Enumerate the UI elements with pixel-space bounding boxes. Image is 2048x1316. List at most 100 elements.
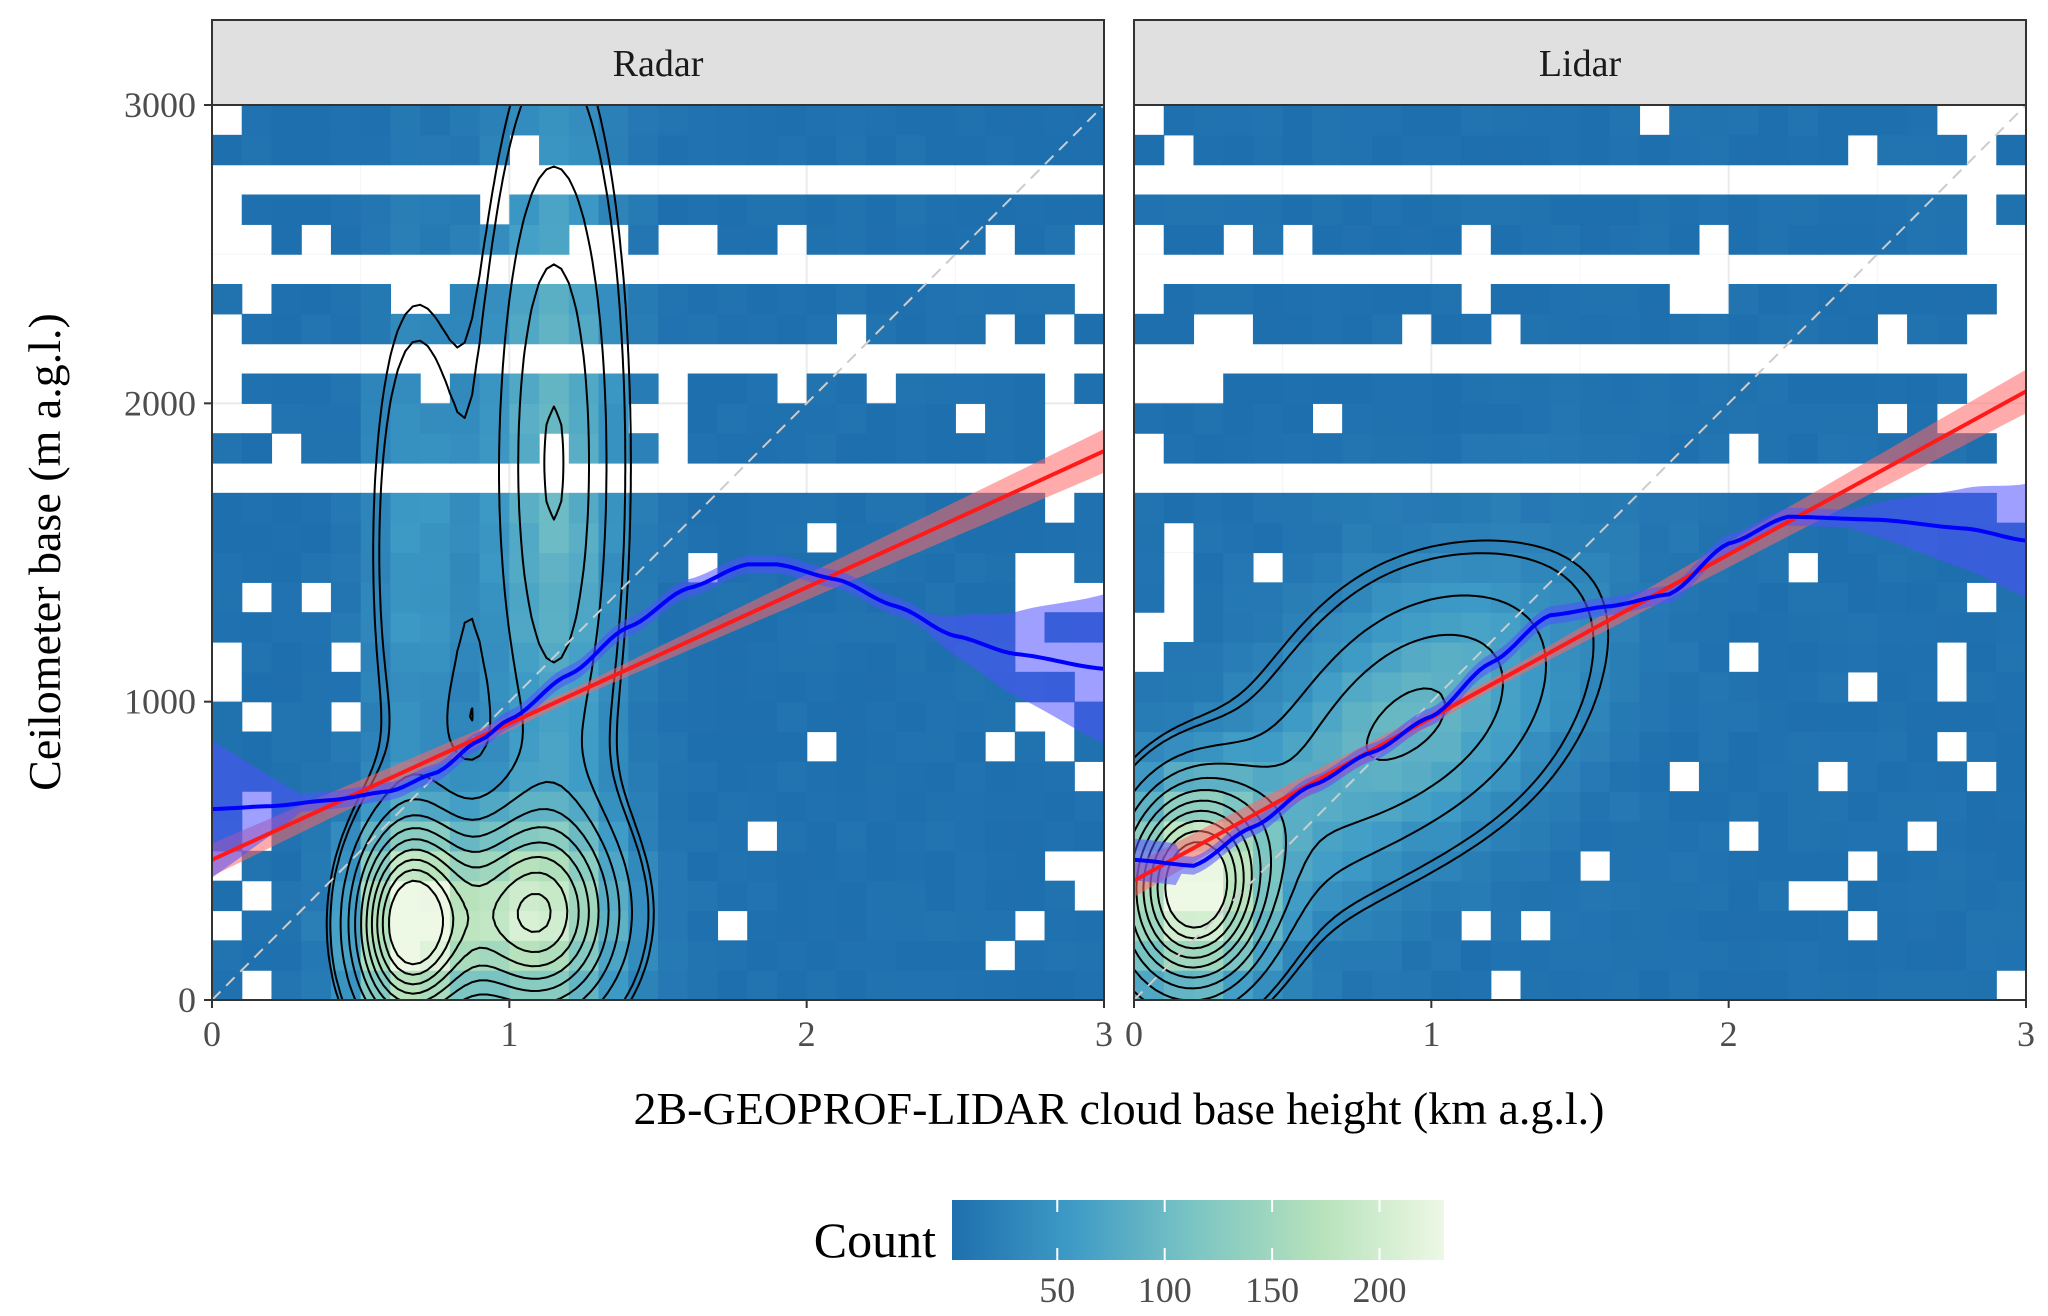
heatmap-tile xyxy=(1371,224,1403,255)
heatmap-tile xyxy=(1877,373,1908,404)
heatmap-tile xyxy=(1817,791,1849,822)
heatmap-tile xyxy=(1371,403,1403,434)
heatmap-tile xyxy=(420,433,451,464)
heatmap-tile xyxy=(747,701,778,733)
heatmap-tile xyxy=(360,134,391,166)
heatmap-tile xyxy=(212,552,243,583)
heatmap-tile xyxy=(1014,194,1046,225)
heatmap-tile xyxy=(1788,731,1819,762)
heatmap-tile xyxy=(895,433,927,464)
heatmap-tile xyxy=(628,105,659,136)
heatmap-tile xyxy=(836,701,867,733)
heatmap-tile xyxy=(1282,522,1313,554)
heatmap-tile xyxy=(1877,134,1908,166)
heatmap-tile xyxy=(747,224,778,255)
heatmap-tile xyxy=(866,671,897,703)
heatmap-tile xyxy=(390,403,421,434)
heatmap-tile xyxy=(1788,761,1819,792)
heatmap-tile xyxy=(1342,492,1373,524)
heatmap-tile xyxy=(687,433,719,464)
heatmap-tile xyxy=(1788,403,1819,434)
heatmap-tile xyxy=(925,224,956,255)
heatmap-tile xyxy=(1698,731,1730,762)
heatmap-tile xyxy=(420,522,451,554)
heatmap-tile xyxy=(717,642,748,673)
heatmap-tile xyxy=(628,284,659,315)
heatmap-tile xyxy=(1252,224,1284,255)
heatmap-tile xyxy=(1312,284,1343,315)
heatmap-tile xyxy=(1639,313,1670,345)
heatmap-tile xyxy=(1907,970,1938,1000)
heatmap-tile xyxy=(1342,433,1373,464)
heatmap-tile xyxy=(776,433,808,464)
heatmap-tile xyxy=(658,880,689,912)
heatmap-tile xyxy=(1698,373,1730,404)
heatmap-tile xyxy=(301,522,332,554)
heatmap-tile xyxy=(1371,284,1403,315)
heatmap-tile xyxy=(1550,373,1581,404)
heatmap-tile xyxy=(1014,403,1046,434)
heatmap-tile xyxy=(1669,791,1700,822)
heatmap-tile xyxy=(271,642,302,673)
heatmap-tile xyxy=(985,433,1016,464)
heatmap-tile xyxy=(301,105,332,136)
heatmap-tile xyxy=(449,701,481,733)
heatmap-tile xyxy=(1371,850,1403,882)
heatmap-tile xyxy=(658,761,689,792)
heatmap-tile xyxy=(1193,134,1224,166)
heatmap-tile xyxy=(1817,970,1849,1000)
heatmap-tile xyxy=(539,582,570,613)
heatmap-tile xyxy=(1907,940,1938,971)
legend-colorbar xyxy=(952,1200,1444,1260)
heatmap-tile xyxy=(1431,403,1462,434)
heatmap-tile xyxy=(1877,731,1908,762)
heatmap-tile xyxy=(1461,761,1492,792)
heatmap-tile xyxy=(1342,224,1373,255)
heatmap-tile xyxy=(1907,284,1938,315)
heatmap-tile xyxy=(1996,880,2026,912)
heatmap-tile xyxy=(1758,284,1789,315)
heatmap-tile xyxy=(895,373,927,404)
heatmap-tile xyxy=(1074,791,1104,822)
heatmap-tile xyxy=(628,134,659,166)
heatmap-tile xyxy=(1490,552,1522,583)
heatmap-tile xyxy=(568,403,600,434)
heatmap-tile xyxy=(1669,105,1700,136)
heatmap-tile xyxy=(1758,791,1789,822)
heatmap-tile xyxy=(1401,970,1432,1000)
heatmap-tile xyxy=(628,492,659,524)
heatmap-tile xyxy=(1074,940,1104,971)
heatmap-tile xyxy=(1609,433,1641,464)
heatmap-tile xyxy=(1609,134,1641,166)
heatmap-tile xyxy=(925,701,956,733)
heatmap-tile xyxy=(1371,373,1403,404)
heatmap-tile xyxy=(1223,403,1254,434)
heatmap-tile xyxy=(687,522,719,554)
heatmap-tile xyxy=(1134,492,1165,524)
heatmap-tile xyxy=(1728,224,1759,255)
heatmap-tile xyxy=(271,373,302,404)
heatmap-tile xyxy=(1342,671,1373,703)
heatmap-tile xyxy=(717,731,748,762)
heatmap-tile xyxy=(1342,403,1373,434)
heatmap-tile xyxy=(479,612,510,643)
heatmap-tile xyxy=(1401,642,1432,673)
heatmap-tile xyxy=(360,492,391,524)
heatmap-tile xyxy=(747,492,778,524)
heatmap-tile xyxy=(1639,373,1670,404)
heatmap-tile xyxy=(1371,522,1403,554)
heatmap-tile xyxy=(1609,731,1641,762)
heatmap-tile xyxy=(1817,373,1849,404)
heatmap-tile xyxy=(420,552,451,583)
heatmap-tile xyxy=(330,582,362,613)
heatmap-tile xyxy=(925,880,956,912)
heatmap-tile xyxy=(1312,433,1343,464)
heatmap-tile xyxy=(1966,791,1997,822)
heatmap-tile xyxy=(271,522,302,554)
heatmap-tile xyxy=(1490,194,1522,225)
heatmap-tile xyxy=(658,134,689,166)
heatmap-tile xyxy=(955,761,986,792)
heatmap-tile xyxy=(658,850,689,882)
heatmap-tile xyxy=(1698,880,1730,912)
heatmap-tile xyxy=(360,582,391,613)
